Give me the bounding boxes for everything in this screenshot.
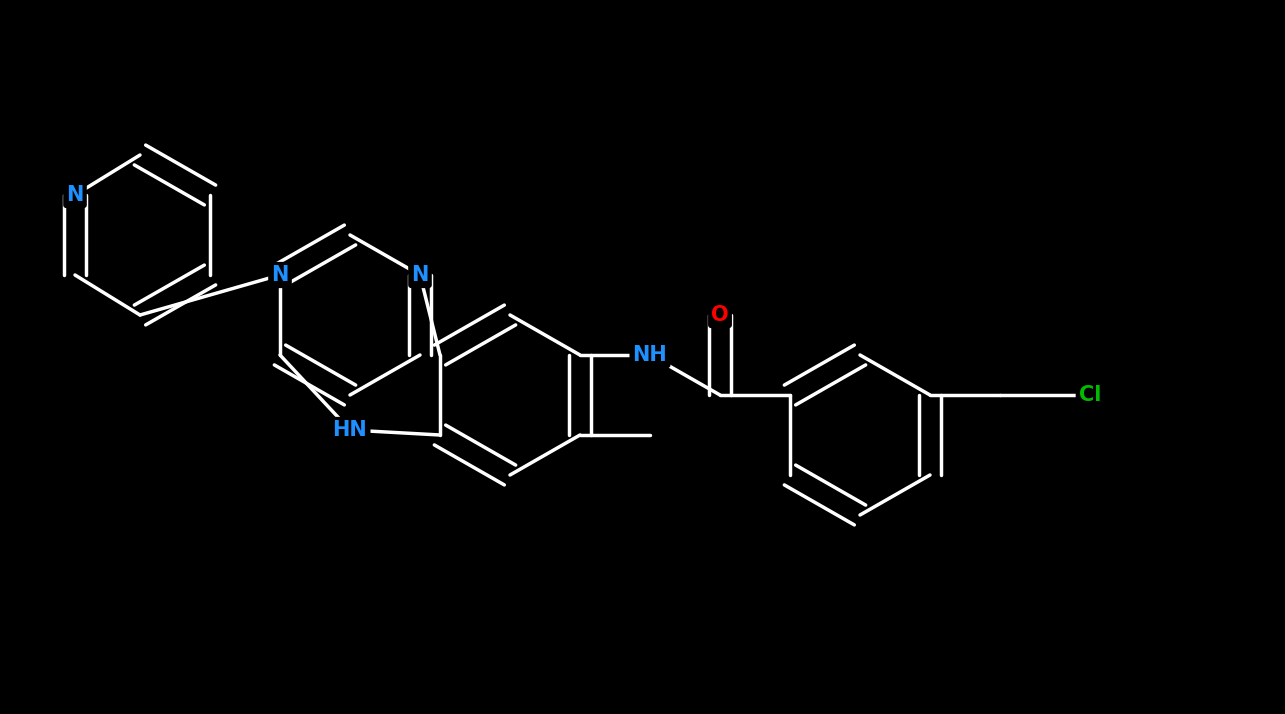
Text: N: N: [271, 265, 289, 285]
Text: NH: NH: [632, 345, 667, 365]
Text: Cl: Cl: [1079, 385, 1101, 405]
Text: N: N: [411, 265, 429, 285]
Text: HN: HN: [333, 420, 368, 440]
Text: O: O: [711, 305, 729, 325]
Text: N: N: [67, 185, 84, 205]
